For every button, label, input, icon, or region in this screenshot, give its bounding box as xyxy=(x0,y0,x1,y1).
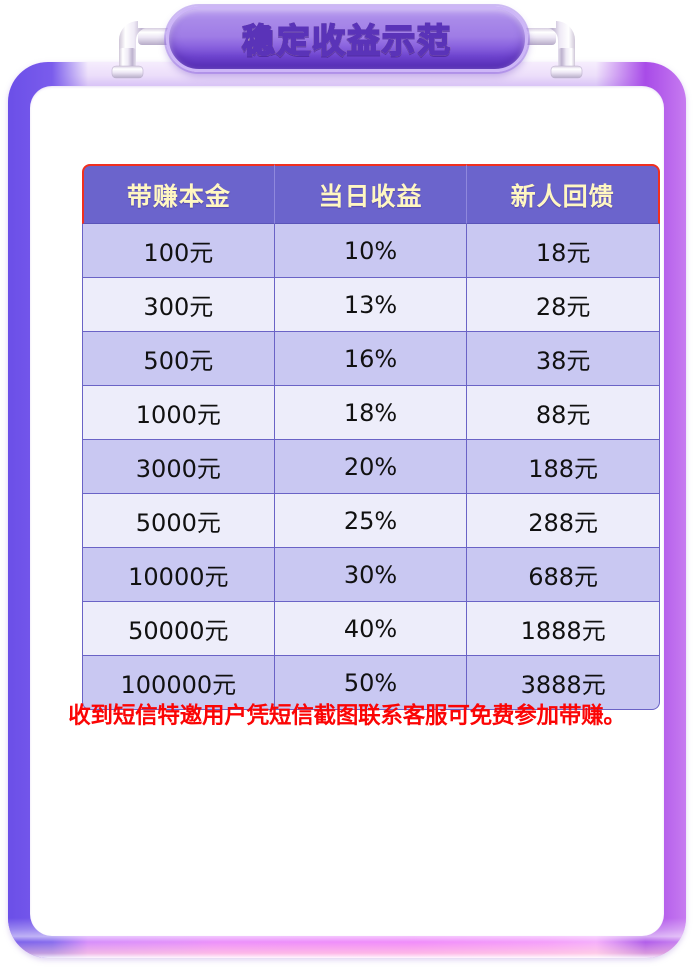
table-head: 带赚本金 当日收益 新人回馈 xyxy=(82,164,660,224)
cell-newcomer-bonus: 188元 xyxy=(467,440,660,494)
cell-principal: 100000元 xyxy=(82,656,275,710)
banner-title: 稳定收益示范 xyxy=(169,14,525,62)
table-row: 500元 16% 38元 xyxy=(82,332,660,386)
table-row: 10000元 30% 688元 xyxy=(82,548,660,602)
table-row: 3000元 20% 188元 xyxy=(82,440,660,494)
cell-newcomer-bonus: 18元 xyxy=(467,224,660,278)
title-banner: 稳定收益示范 xyxy=(166,6,528,72)
cell-daily-return: 20% xyxy=(274,440,468,494)
column-header-newcomer-bonus: 新人回馈 xyxy=(467,164,660,224)
title-banner-area: 稳定收益示范 xyxy=(0,0,694,86)
cell-principal: 300元 xyxy=(82,278,275,332)
column-header-principal: 带赚本金 xyxy=(82,164,275,224)
cell-principal: 500元 xyxy=(82,332,275,386)
footer-note: 收到短信特邀用户凭短信截图联系客服可免费参加带赚。 xyxy=(68,703,626,729)
cell-daily-return: 25% xyxy=(274,494,468,548)
cell-daily-return: 18% xyxy=(274,386,468,440)
cell-principal: 1000元 xyxy=(82,386,275,440)
cell-principal: 3000元 xyxy=(82,440,275,494)
cell-daily-return: 13% xyxy=(274,278,468,332)
table-header-row: 带赚本金 当日收益 新人回馈 xyxy=(82,164,660,224)
rate-table-container: 带赚本金 当日收益 新人回馈 100元 10% 18元 300元 13% 28元 500元 1… xyxy=(82,164,660,710)
table-body: 100元 10% 18元 300元 13% 28元 500元 16% 38元 1000元 18% 88… xyxy=(82,224,660,710)
table-row: 100元 10% 18元 xyxy=(82,224,660,278)
cell-daily-return: 16% xyxy=(274,332,468,386)
table-row: 100000元 50% 3888元 xyxy=(82,656,660,710)
cell-daily-return: 50% xyxy=(274,656,468,710)
cell-newcomer-bonus: 88元 xyxy=(467,386,660,440)
table-row: 50000元 40% 1888元 xyxy=(82,602,660,656)
outer-frame: 带赚本金 当日收益 新人回馈 100元 10% 18元 300元 13% 28元 500元 1… xyxy=(8,62,686,958)
content-card: 带赚本金 当日收益 新人回馈 100元 10% 18元 300元 13% 28元 500元 1… xyxy=(30,86,664,936)
cell-principal: 100元 xyxy=(82,224,275,278)
cell-daily-return: 30% xyxy=(274,548,468,602)
table-row: 1000元 18% 88元 xyxy=(82,386,660,440)
cell-newcomer-bonus: 28元 xyxy=(467,278,660,332)
cell-principal: 10000元 xyxy=(82,548,275,602)
table-row: 300元 13% 28元 xyxy=(82,278,660,332)
cell-principal: 5000元 xyxy=(82,494,275,548)
column-header-daily-return: 当日收益 xyxy=(274,164,468,224)
cell-daily-return: 40% xyxy=(274,602,468,656)
rate-table: 带赚本金 当日收益 新人回馈 100元 10% 18元 300元 13% 28元 500元 1… xyxy=(82,164,660,710)
cell-newcomer-bonus: 38元 xyxy=(467,332,660,386)
cell-principal: 50000元 xyxy=(82,602,275,656)
cell-daily-return: 10% xyxy=(274,224,468,278)
cell-newcomer-bonus: 288元 xyxy=(467,494,660,548)
cell-newcomer-bonus: 688元 xyxy=(467,548,660,602)
cell-newcomer-bonus: 1888元 xyxy=(467,602,660,656)
table-row: 5000元 25% 288元 xyxy=(82,494,660,548)
